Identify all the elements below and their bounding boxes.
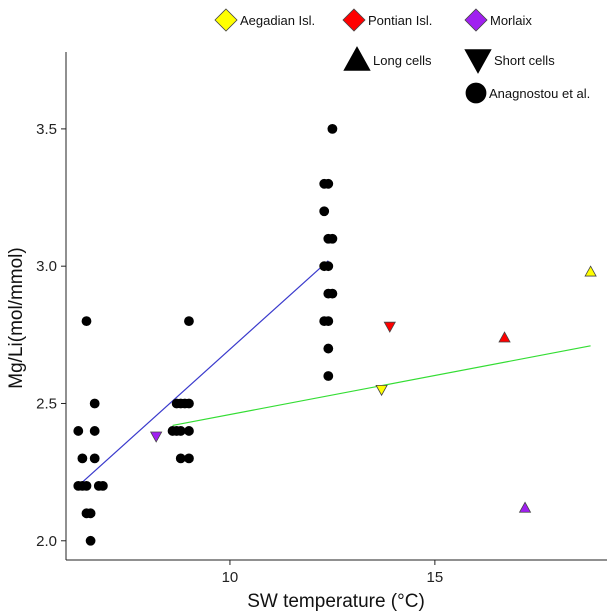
scatter-point [97, 480, 108, 491]
scatter-point [81, 480, 92, 491]
scatter-point [323, 316, 334, 327]
scatter-point-morlaix-long-cells [518, 501, 532, 513]
scatter-point [85, 508, 96, 519]
y-tick-label: 2.5 [36, 395, 57, 412]
scatter-point [77, 453, 88, 464]
scatter-point-pontian-isl-short-cells [383, 321, 396, 333]
scatter-point-aegadian-isl-long-cells [584, 265, 597, 277]
scatter-point [184, 453, 194, 464]
axes [65, 52, 607, 561]
scatter-point [323, 343, 334, 354]
scatter-point [327, 233, 338, 244]
scatter-point [73, 480, 84, 491]
legend-marker-pontian-isl [342, 8, 366, 32]
scatter-point [184, 316, 194, 327]
y-tick-label: 2.0 [36, 533, 57, 550]
legend-label: Morlaix [490, 13, 532, 28]
scatter-point-pontian-isl-long-cells [498, 331, 511, 343]
legend-marker-morlaix [464, 8, 488, 32]
scatter-point-morlaix-short-cells [149, 431, 163, 443]
y-ticks: 2.0 2.5 3.0 3.5 [36, 121, 66, 550]
scatter-point [323, 261, 334, 272]
scatter-point [327, 288, 338, 299]
scatter-point [175, 453, 186, 464]
legend-label: Aegadian Isl. [240, 13, 315, 28]
scatter-point [184, 426, 194, 436]
trend-line [77, 260, 329, 487]
scatter-point [81, 316, 92, 327]
legend-label: Short cells [494, 53, 555, 68]
x-axis-title: SW temperature (°C) [247, 591, 425, 612]
x-tick-label: 15 [427, 569, 444, 586]
legend: Aegadian Isl. Pontian Isl. Morlaix Long cel… [214, 8, 590, 104]
data-points [73, 123, 597, 546]
scatter-point [319, 206, 330, 217]
legend-marker-anagnostou-et-al [465, 82, 487, 104]
scatter-point [175, 426, 186, 436]
scatter-point [89, 453, 100, 464]
scatter-point [323, 178, 334, 189]
y-tick-label: 3.0 [36, 258, 57, 275]
y-axis-title: Mg/Li(mol/mmol) [6, 247, 27, 388]
legend-marker-long-cells [343, 46, 371, 71]
scatter-point [85, 535, 96, 546]
legend-label: Long cells [373, 53, 432, 68]
scatter-point [323, 371, 334, 381]
legend-label: Pontian Isl. [368, 13, 432, 28]
y-tick-label: 3.5 [36, 121, 57, 138]
legend-label: Anagnostou et al. [489, 86, 590, 101]
scatter-point-aegadian-isl-short-cells [375, 384, 388, 397]
scatter-point [73, 426, 84, 436]
scatter-point [184, 398, 194, 409]
legend-marker-short-cells [464, 49, 492, 74]
scatter-point [89, 426, 100, 436]
x-tick-label: 10 [222, 569, 239, 586]
scatter-point [327, 123, 338, 134]
legend-marker-aegadian-isl [214, 8, 238, 32]
scatter-point [89, 398, 100, 409]
x-ticks: 10 15 [222, 560, 444, 586]
